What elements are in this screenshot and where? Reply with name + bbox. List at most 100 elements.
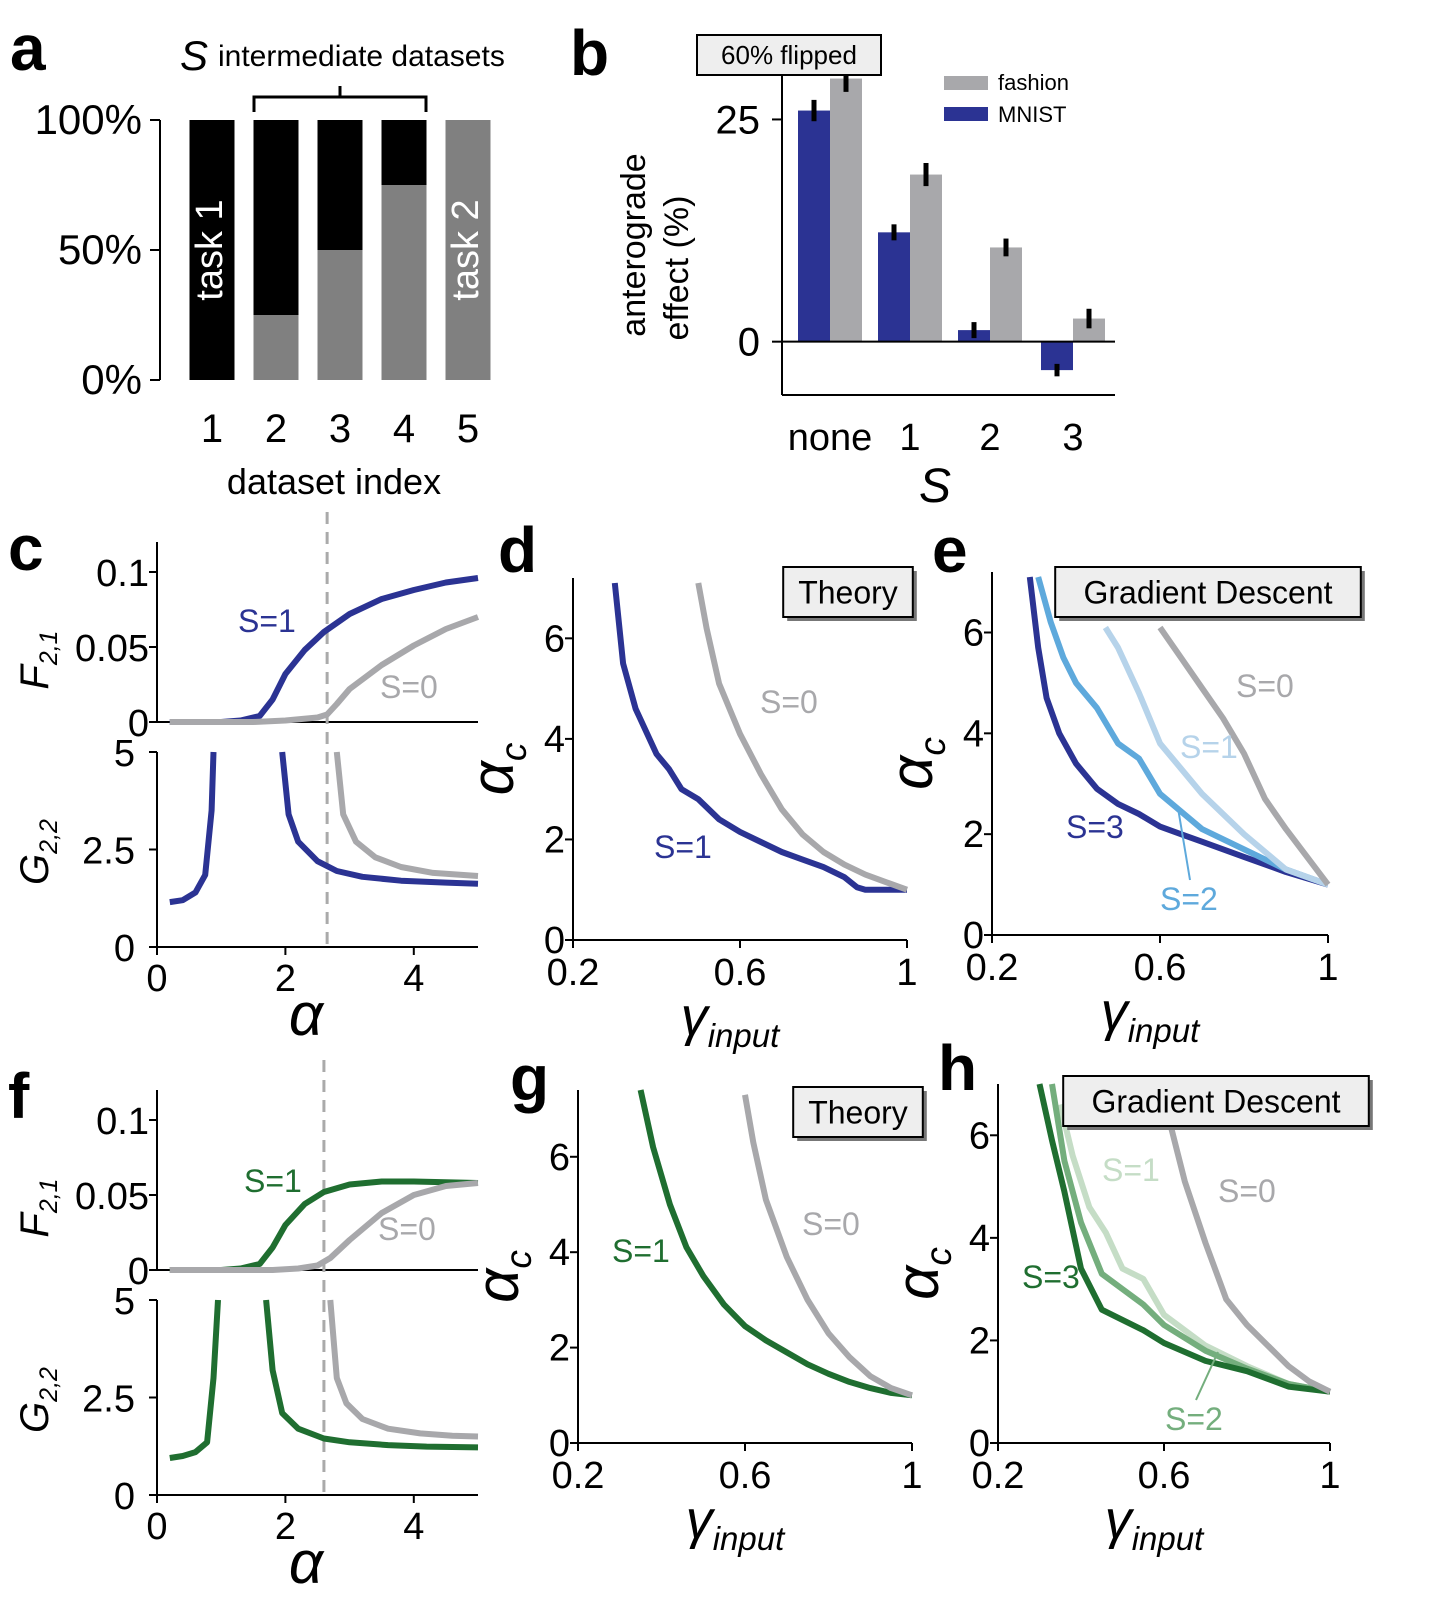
series-label-s1: S=1 <box>238 603 296 639</box>
series-label-s0: S=0 <box>380 669 438 705</box>
bar-fashion-none <box>830 78 862 342</box>
series-label: S=1 <box>654 829 712 865</box>
y-tick-label: 0.05 <box>75 628 149 670</box>
x-tick-label: 1 <box>1319 1455 1340 1497</box>
y-tick-label: 0% <box>81 356 142 403</box>
panel-letter-e: e <box>932 514 968 586</box>
x-axis-label: α <box>289 981 325 1048</box>
x-axis-label-sub: input <box>1132 1520 1205 1557</box>
x-tick-label: 0.6 <box>719 1455 772 1497</box>
panel-letter-d: d <box>498 514 537 586</box>
y-axis-label: αc <box>884 1247 959 1300</box>
bottom-y-axis-label-sub: 2,2 <box>35 819 63 855</box>
series-label: S=2 <box>1160 881 1218 917</box>
label-leader-line <box>1177 807 1191 881</box>
panel-letter-f: f <box>8 1060 30 1132</box>
bottom-y-axis-label: G2,2 <box>13 1367 63 1433</box>
bar-label-task1: task 1 <box>189 199 231 300</box>
x-tick-label: 2 <box>265 407 287 451</box>
bar-task1-2 <box>253 120 299 315</box>
y-tick-label: 2 <box>969 1320 990 1362</box>
y-tick-label: 0 <box>738 321 760 365</box>
x-tick-label: 4 <box>403 958 424 1000</box>
x-tick-label: 0.2 <box>547 952 600 994</box>
x-tick-label: 1 <box>896 952 917 994</box>
y-tick-label: 6 <box>549 1137 570 1179</box>
series-line-S=2 <box>1035 576 1330 888</box>
y-tick-label: 0 <box>114 1476 135 1518</box>
chart-title-box <box>782 566 914 618</box>
x-axis-label: γinput <box>681 987 781 1054</box>
series-label-s0: S=0 <box>378 1211 436 1247</box>
legend-label-fashion: fashion <box>998 70 1069 95</box>
bar-task1-3 <box>317 120 363 250</box>
series-line-S=3 <box>1036 1083 1331 1395</box>
series-label: S=1 <box>612 1233 670 1269</box>
series-line-bottom-S=1 right <box>279 751 479 887</box>
bottom-y-axis-label: G2,2 <box>13 819 63 885</box>
bar-MNIST-1 <box>878 232 910 342</box>
panel-a-chart: 1 2 3 4 50%50%100%task 1 task 2S intermediate … <box>35 32 505 502</box>
y-tick-label: 6 <box>969 1115 990 1157</box>
y-axis-label-sub: c <box>493 742 534 761</box>
y-tick-label: 0 <box>549 1423 570 1465</box>
series-label: S=0 <box>802 1206 860 1242</box>
y-tick-label: 0 <box>128 703 149 745</box>
series-label: S=1 <box>1102 1152 1160 1188</box>
chart-title-text: Theory <box>798 575 898 611</box>
x-axis-label-sub: input <box>708 1017 781 1054</box>
y-tick-label: 6 <box>963 613 984 655</box>
y-tick-label: 4 <box>549 1232 570 1274</box>
top-y-axis-label-sub: 2,1 <box>35 1178 63 1214</box>
chart-title: intermediate datasets <box>218 40 505 73</box>
series-label: S=3 <box>1066 809 1124 845</box>
x-tick-label: 0.2 <box>966 947 1019 989</box>
y-tick-label: 0 <box>114 928 135 970</box>
x-axis-label: S <box>919 460 951 513</box>
chart-title-text: Gradient Descent <box>1083 575 1332 611</box>
legend-swatch-fashion <box>944 76 988 90</box>
x-axis-label-sub: input <box>713 1520 786 1557</box>
x-tick-label: 3 <box>329 407 351 451</box>
series-line-bottom-S=0 <box>327 1299 479 1440</box>
y-tick-label: 4 <box>969 1218 990 1260</box>
x-tick-label: 2 <box>275 1506 296 1548</box>
annotation-box <box>696 34 882 76</box>
y-tick-label: 2.5 <box>82 1379 135 1421</box>
bar-label-task2: task 2 <box>445 199 487 300</box>
panel-c-chart: 00.050.102.550 2 4S=1S=0F2,1G2,2α <box>13 512 480 1048</box>
panel-letter-b: b <box>570 17 609 89</box>
bar-task1-1 <box>189 120 235 380</box>
x-tick-label: 2 <box>275 958 296 1000</box>
y-axis-label: αc <box>878 737 953 790</box>
x-tick-label: 3 <box>1062 417 1083 459</box>
legend-label-mnist: MNIST <box>998 102 1066 127</box>
bar-task2-2 <box>253 315 299 380</box>
series-line-S=0 <box>1157 625 1331 887</box>
panel-d-chart: 0 2 4 6 0.2 0.6 1 S=1 S=0 Theory αc γinput <box>459 566 918 1054</box>
y-axis-label-main: α <box>464 1267 531 1303</box>
bottom-y-axis-label-sub: 2,2 <box>35 1367 63 1403</box>
series-label-s1: S=1 <box>244 1163 302 1199</box>
panel-letter-c: c <box>8 512 44 584</box>
x-tick-label: 0 <box>146 1506 167 1548</box>
panel-h-chart: 0 2 4 6 0.2 0.6 1 S=1 S=0 S=3 S=2 Gradient Descent α… <box>884 1075 1373 1557</box>
series-line-S=3 <box>1026 576 1329 888</box>
panel-f-chart: 00.050.102.550 2 4S=1S=0F2,1G2,2α <box>13 1060 479 1596</box>
x-tick-label: 0.2 <box>972 1455 1025 1497</box>
x-tick-label: 0 <box>146 958 167 1000</box>
y-tick-label: 0.1 <box>96 553 149 595</box>
x-tick-label: 0.2 <box>552 1455 605 1497</box>
x-tick-label: 1 <box>901 1455 922 1497</box>
series-line-top-S=0 <box>169 614 480 725</box>
series-line-S=1 <box>1057 1103 1331 1395</box>
y-tick-label: 0 <box>969 1423 990 1465</box>
y-axis-label-sub: c <box>498 1250 539 1269</box>
x-axis-label: α <box>289 1529 325 1596</box>
x-axis-label: γinput <box>1101 982 1201 1049</box>
y-tick-label: 50% <box>58 226 142 273</box>
x-tick-label: 0.6 <box>1138 1455 1191 1497</box>
bar-task2-5 <box>445 120 491 380</box>
panel-letter-g: g <box>510 1042 549 1114</box>
series-line-S=2 <box>1049 1083 1331 1395</box>
